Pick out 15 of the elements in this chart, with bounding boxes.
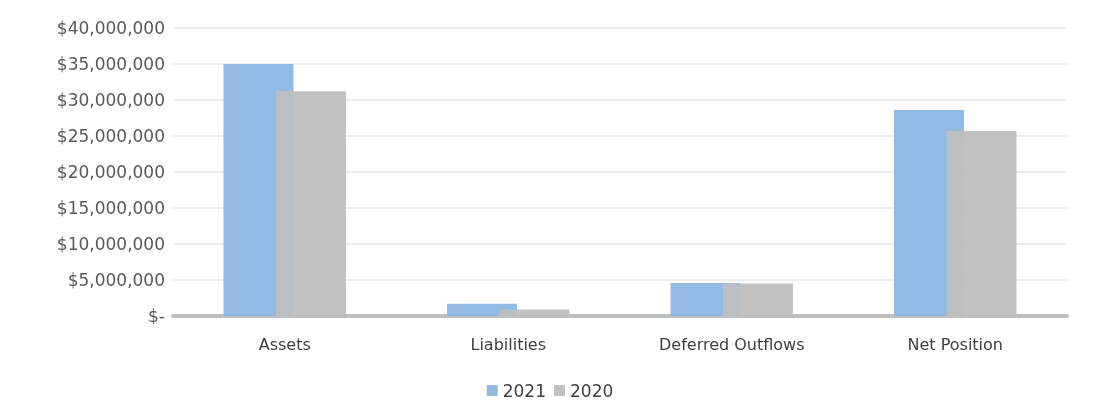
y-tick-label: $35,000,000 xyxy=(56,54,165,74)
x-tick-label: Net Position xyxy=(907,334,1003,354)
y-tick-label: $20,000,000 xyxy=(56,162,165,182)
y-tick-label: $10,000,000 xyxy=(56,234,165,254)
legend-label: 2021 xyxy=(502,380,546,401)
x-tick-label: Assets xyxy=(258,334,311,354)
x-tick-label: Deferred Outflows xyxy=(658,334,805,354)
y-tick-label: $5,000,000 xyxy=(67,270,165,290)
legend-label: 2020 xyxy=(570,380,614,401)
y-tick-label: $30,000,000 xyxy=(56,90,165,110)
y-tick-label: $- xyxy=(148,306,165,326)
y-tick-label: $25,000,000 xyxy=(56,126,165,146)
x-tick-label: Liabilities xyxy=(470,334,547,354)
y-tick-label: $15,000,000 xyxy=(56,198,165,218)
y-tick-label: $40,000,000 xyxy=(56,18,165,38)
